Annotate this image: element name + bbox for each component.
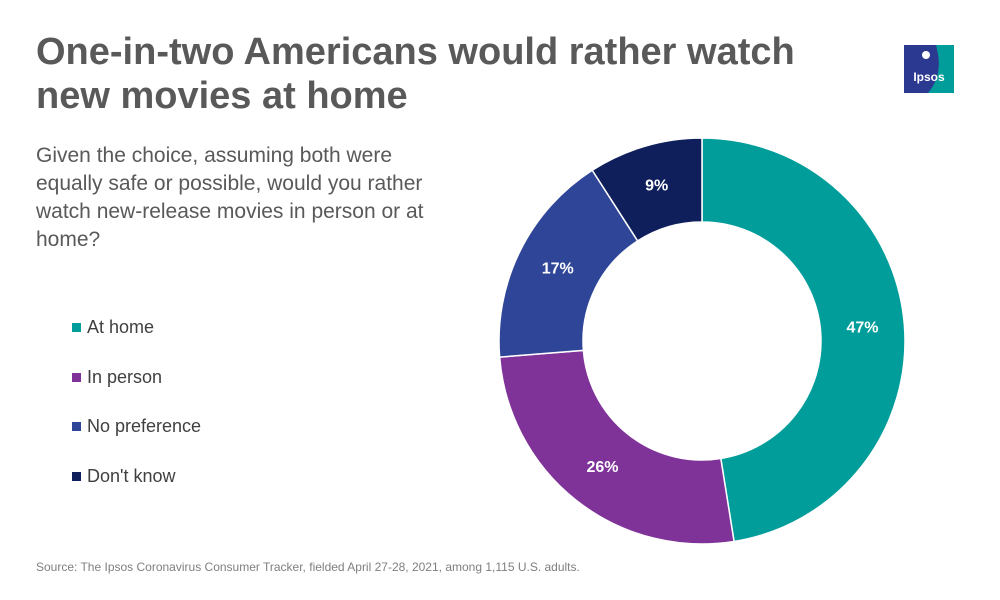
legend-label: In person: [87, 366, 163, 387]
legend-item-at-home: At home: [72, 315, 201, 340]
donut-slice-in-person: [498, 349, 735, 545]
slice-label-at-home: 47%: [846, 319, 878, 336]
legend-item-in-person: In person: [72, 365, 201, 390]
legend-swatch: [72, 471, 81, 481]
slice-label-in-person: 26%: [586, 459, 618, 476]
chart-legend: At home In person No preference Don't kn…: [72, 315, 201, 513]
donut-slice-dont-know: [591, 137, 703, 242]
donut-slice-at-home: [701, 137, 906, 543]
legend-item-no-preference: No preference: [72, 414, 201, 439]
legend-label: No preference: [87, 416, 202, 436]
legend-swatch: [72, 422, 81, 431]
legend-swatch: [72, 372, 81, 382]
source-note: Source: The Ipsos Coronavirus Consumer T…: [36, 560, 580, 574]
page-title: One-in-two Americans would rather watch …: [36, 31, 795, 117]
logo-text: Ipsos: [913, 70, 945, 84]
question-text: Given the choice, assuming both were equ…: [36, 144, 424, 251]
slice-label-no-preference: 17%: [542, 261, 574, 278]
legend-label: Don't know: [87, 465, 176, 486]
legend-item-dont-know: Don't know: [72, 464, 201, 489]
legend-label: At home: [87, 317, 155, 337]
slice-label-dont-know: 9%: [645, 178, 668, 195]
legend-swatch: [72, 323, 81, 332]
ipsos-logo: Ipsos: [904, 45, 954, 93]
